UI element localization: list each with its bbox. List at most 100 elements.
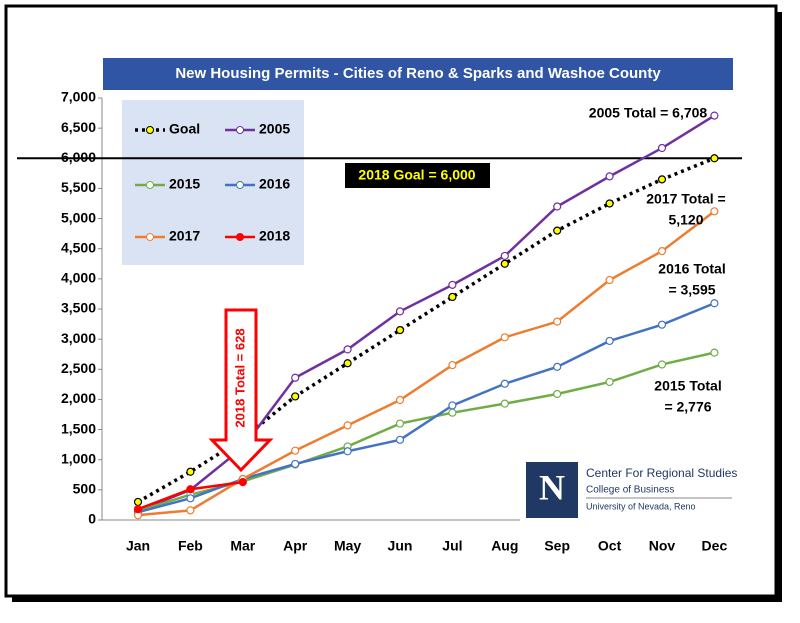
y-tick-label: 1,000: [61, 450, 96, 466]
logo-college: College of Business: [586, 485, 674, 496]
point: [710, 154, 719, 163]
point: [133, 497, 143, 507]
x-tick-label: Nov: [649, 538, 676, 554]
legend-label: 2017: [169, 228, 200, 244]
point: [186, 506, 195, 515]
annotation: 2016 Total: [658, 261, 725, 277]
legend-label: Goal: [169, 121, 200, 137]
point: [448, 360, 457, 370]
legend-label: 2016: [259, 176, 290, 192]
point: [657, 143, 667, 153]
point: [291, 459, 300, 469]
point: [343, 345, 352, 354]
y-tick-label: 7,000: [61, 89, 96, 105]
y-tick-label: 3,000: [61, 330, 96, 346]
point: [291, 446, 300, 455]
point: [186, 467, 195, 476]
x-tick-label: Sep: [544, 538, 570, 554]
legend-label: 2018: [259, 228, 290, 244]
y-tick-label: 2,500: [61, 360, 96, 376]
goal-label-bg: [345, 163, 490, 188]
point: [605, 336, 614, 346]
point: [657, 320, 667, 329]
x-tick-label: Feb: [178, 538, 203, 554]
x-tick-label: Aug: [491, 538, 518, 554]
x-tick-label: Jun: [388, 538, 413, 554]
y-tick-label: 4,500: [61, 239, 96, 255]
point: [553, 389, 562, 399]
chart-title: New Housing Permits - Cities of Reno & S…: [175, 65, 661, 82]
goal-label: 2018 Goal = 6,000: [358, 167, 475, 183]
arrow: [208, 308, 274, 473]
annotation: 5,120: [668, 212, 703, 228]
point: [710, 299, 719, 308]
y-tick-label: 5,500: [61, 179, 96, 195]
point: [710, 111, 719, 120]
point: [343, 421, 352, 430]
point: [448, 280, 457, 289]
x-tick-label: Mar: [230, 538, 255, 554]
y-tick-label: 6,500: [61, 119, 96, 135]
point: [238, 478, 247, 487]
logo-university: University of Nevada, Reno: [586, 501, 696, 511]
point: [657, 175, 667, 184]
x-tick-label: May: [334, 538, 361, 554]
y-tick-label: 1,500: [61, 420, 96, 436]
point: [291, 392, 300, 401]
point: [343, 447, 352, 456]
point: [657, 360, 667, 369]
y-tick-label: 0: [88, 511, 96, 527]
point: [710, 348, 719, 357]
x-tick-label: Oct: [598, 538, 622, 554]
point: [395, 419, 405, 428]
y-tick-label: 3,500: [61, 300, 96, 316]
legend-label: 2015: [169, 176, 200, 192]
x-tick-label: Jan: [126, 538, 150, 554]
point: [291, 373, 300, 382]
point: [553, 202, 562, 211]
point: [395, 395, 405, 405]
annotation: = 3,595: [668, 282, 715, 298]
point: [553, 317, 562, 326]
logo-name: Center For Regional Studies: [586, 466, 737, 480]
point: [500, 259, 509, 268]
legend-marker: [236, 126, 244, 134]
point: [448, 292, 457, 302]
legend-label: 2005: [259, 121, 290, 137]
annotation: 2017 Total =: [646, 191, 726, 207]
annotation: 2005 Total = 6,708: [589, 105, 708, 121]
point: [657, 247, 667, 256]
legend-marker: [146, 126, 154, 134]
point: [500, 399, 509, 408]
annotation: = 2,776: [664, 399, 711, 415]
point: [448, 401, 457, 410]
x-tick-label: Jul: [442, 538, 462, 554]
point: [605, 377, 614, 387]
point: [500, 333, 509, 342]
legend-marker: [146, 181, 154, 189]
y-tick-label: 6,000: [61, 149, 96, 165]
title-banner: [103, 58, 733, 90]
point: [133, 505, 143, 514]
point: [500, 379, 509, 388]
point: [500, 251, 509, 261]
logo-mark-bg: [526, 462, 578, 518]
x-tick-label: Dec: [702, 538, 728, 554]
point: [605, 275, 614, 285]
point: [605, 199, 614, 208]
point: [343, 359, 352, 368]
annotation: 2015 Total: [654, 378, 721, 394]
point: [395, 307, 405, 316]
point: [448, 408, 457, 417]
legend-marker: [236, 233, 244, 241]
point: [553, 226, 562, 235]
x-tick-label: Apr: [283, 538, 308, 554]
point: [395, 435, 405, 444]
legend-marker: [236, 181, 244, 189]
point: [710, 207, 719, 216]
logo: N Center For Regional Studies College of…: [520, 460, 742, 522]
point: [553, 362, 562, 371]
logo-mark: N: [539, 467, 565, 507]
y-tick-label: 500: [73, 481, 97, 497]
